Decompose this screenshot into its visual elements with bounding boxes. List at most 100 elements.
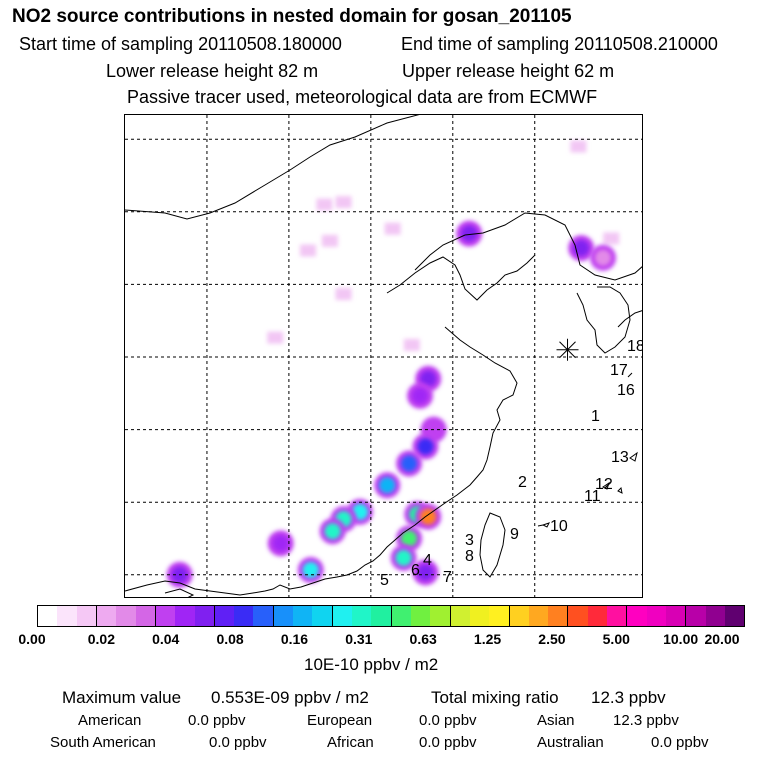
receptor-marker <box>556 338 579 361</box>
hotspot-core-4 <box>412 387 429 404</box>
region-name-australian: Australian <box>537 734 604 751</box>
colorbar-segment-15 <box>331 606 352 626</box>
region-value-american: 0.0 ppbv <box>188 712 246 729</box>
faint-spot-6 <box>267 331 284 344</box>
hotspot-core-0 <box>461 225 478 242</box>
colorbar-tick-8: 2.50 <box>538 631 566 647</box>
region-name-african: African <box>327 734 374 751</box>
region-name-asian: Asian <box>537 712 575 729</box>
region-value-european: 0.0 ppbv <box>419 712 477 729</box>
coastline-korea <box>576 286 631 354</box>
hotspot-7 <box>396 450 423 477</box>
colorbar-segment-9 <box>213 606 235 626</box>
source-region-label-5: 5 <box>380 572 389 589</box>
colorbar-segment-3 <box>95 606 117 626</box>
faint-spot-1 <box>335 196 352 209</box>
region-value-asian: 12.3 ppbv <box>613 712 679 729</box>
colorbar-segment-13 <box>293 606 313 626</box>
faint-spot-4 <box>300 244 317 257</box>
hotspot-17 <box>297 556 324 583</box>
colorbar-segment-23 <box>489 606 509 626</box>
colorbar-segment-32 <box>666 606 686 626</box>
source-region-label-12: 12 <box>595 476 613 493</box>
map-plot: 1 2 3 4 5 6 7 8 9 10 11 12 13 16 17 18 <box>124 114 643 598</box>
colorbar-segment-21 <box>449 606 470 626</box>
hotspot-core-8 <box>379 477 396 494</box>
colorbar-segment-26 <box>548 606 568 626</box>
hotspot-core-18 <box>272 535 289 552</box>
colorbar-tick-6: 0.63 <box>409 631 437 647</box>
source-region-label-6: 6 <box>411 562 420 579</box>
colorbar-segment-17 <box>371 606 391 626</box>
colorbar-segment-2 <box>76 606 96 626</box>
colorbar <box>37 605 745 627</box>
colorbar-tick-10: 10.00 <box>663 631 699 647</box>
hotspot-11 <box>319 518 346 545</box>
max-value-label: Maximum value <box>62 688 182 707</box>
hotspot-4 <box>407 382 434 409</box>
faint-spot-7 <box>403 338 420 351</box>
source-region-label-9: 9 <box>510 526 519 543</box>
colorbar-segment-0 <box>38 606 58 626</box>
region-value-african: 0.0 ppbv <box>419 734 477 751</box>
hotspot-15 <box>390 544 417 571</box>
hotspot-core-2 <box>595 249 612 266</box>
faint-spot-8 <box>570 140 587 153</box>
colorbar-segment-19 <box>410 606 431 626</box>
colorbar-segment-24 <box>508 606 529 626</box>
hotspot-core-11 <box>324 523 341 540</box>
source-region-label-3: 3 <box>465 532 474 549</box>
colorbar-segment-6 <box>154 606 176 626</box>
faint-spot-0 <box>316 198 333 211</box>
colorbar-segment-16 <box>352 606 372 626</box>
total-mixing-value: 12.3 ppbv <box>591 688 666 707</box>
hotspot-core-7 <box>401 455 418 472</box>
source-region-label-4: 4 <box>423 552 432 569</box>
hotspot-core-13 <box>420 508 437 525</box>
receptor-star-stroke-3 <box>559 341 576 359</box>
islands-ryukyu <box>537 451 638 528</box>
colorbar-segment-10 <box>234 606 254 626</box>
upper-release-height: Upper release height 62 m <box>402 61 615 81</box>
colorbar-tick-5: 0.31 <box>345 631 373 647</box>
hotspot-6 <box>412 433 439 460</box>
source-region-label-1: 1 <box>591 408 600 425</box>
faint-spot-5 <box>335 288 352 301</box>
colorbar-segment-20 <box>430 606 450 626</box>
hotspot-layer <box>166 220 617 588</box>
faint-spot-3 <box>321 234 338 247</box>
colorbar-segment-1 <box>57 606 77 626</box>
max-value: 0.553E-09 ppbv / m2 <box>211 688 369 707</box>
colorbar-unit: 10E-10 ppbv / m2 <box>304 655 439 674</box>
colorbar-tick-7: 1.25 <box>473 631 502 647</box>
colorbar-segment-8 <box>194 606 214 626</box>
colorbar-segment-29 <box>607 606 627 626</box>
chart-title: NO2 source contributions in nested domai… <box>12 6 572 27</box>
hotspot-core-3 <box>420 370 437 387</box>
colorbar-segment-4 <box>116 606 136 626</box>
hotspot-2 <box>590 244 617 271</box>
hotspot-core-14 <box>401 530 418 547</box>
grid-layer <box>125 115 642 597</box>
coastline-hainan <box>164 588 195 597</box>
colorbar-segment-5 <box>135 606 155 626</box>
source-region-label-17: 17 <box>610 362 628 379</box>
hotspot-8 <box>374 472 401 499</box>
source-region-label-16: 16 <box>617 382 635 399</box>
coastline-layer <box>125 115 642 597</box>
coastline-taiwan <box>479 512 506 578</box>
colorbar-tick-4: 0.16 <box>280 631 309 647</box>
faint-spot-9 <box>603 232 620 245</box>
lower-release-height: Lower release height 82 m <box>106 61 319 81</box>
colorbar-segment-25 <box>528 606 549 626</box>
colorbar-tick-9: 5.00 <box>602 631 630 647</box>
hotspot-16 <box>412 559 439 586</box>
hotspot-0 <box>456 220 483 247</box>
coastline-shandong <box>125 326 518 596</box>
coastline-bohai <box>386 254 536 301</box>
coastline-japan <box>617 310 642 378</box>
total-mixing-label: Total mixing ratio <box>431 688 559 707</box>
region-name-european: European <box>307 712 373 729</box>
hotspot-core-17 <box>302 561 319 578</box>
